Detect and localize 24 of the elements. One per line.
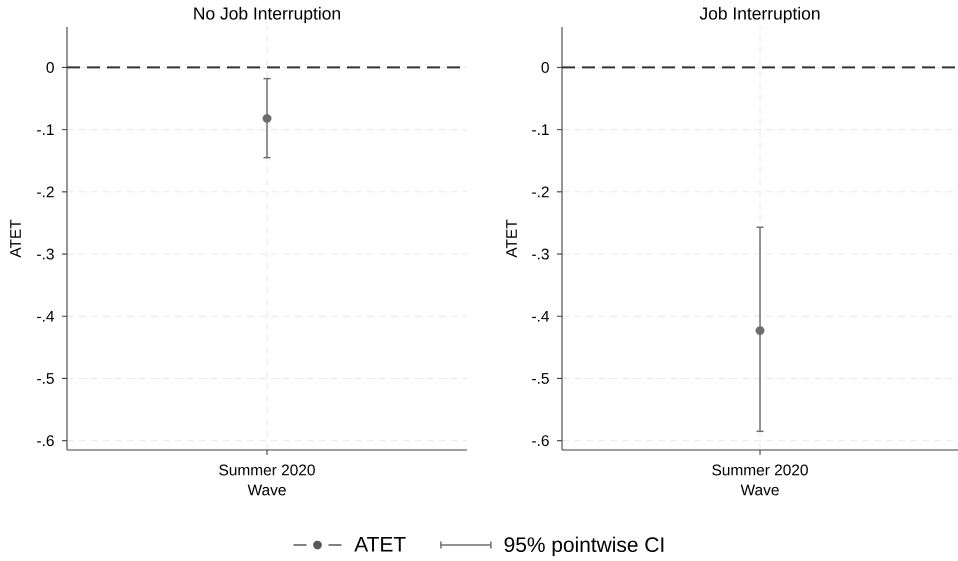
- x-axis-title: Wave: [740, 484, 779, 496]
- y-tick-label: 0: [46, 62, 54, 73]
- y-tick-label: -.1: [532, 124, 549, 135]
- y-axis-title: ATET: [10, 220, 21, 258]
- y-tick-label: -.4: [532, 310, 550, 322]
- legend-label: 95% pointwise CI: [504, 536, 664, 556]
- x-tick-label: Summer 2020: [219, 464, 315, 476]
- y-tick-label: -.2: [37, 186, 54, 198]
- y-tick-label: -.1: [37, 124, 54, 135]
- legend-label: ATET: [354, 537, 406, 552]
- y-axis-title: ATET: [506, 220, 517, 258]
- y-tick-label: -.3: [532, 248, 549, 260]
- y-tick-label: -.2: [532, 186, 549, 198]
- x-tick-label: Summer 2020: [712, 464, 808, 476]
- y-tick-label: 0: [542, 62, 549, 73]
- y-tick-label: -.3: [37, 248, 54, 260]
- y-tick-label: -.6: [37, 435, 54, 446]
- x-axis-title: Wave: [248, 484, 286, 496]
- chart-title: Job Interruption: [700, 6, 820, 24]
- chart-title: No Job Interruption: [194, 6, 340, 24]
- y-tick-label: -.4: [37, 310, 54, 322]
- y-tick-label: -.6: [532, 435, 549, 446]
- y-tick-label: -.5: [532, 373, 549, 384]
- y-tick-label: -.5: [37, 373, 54, 384]
